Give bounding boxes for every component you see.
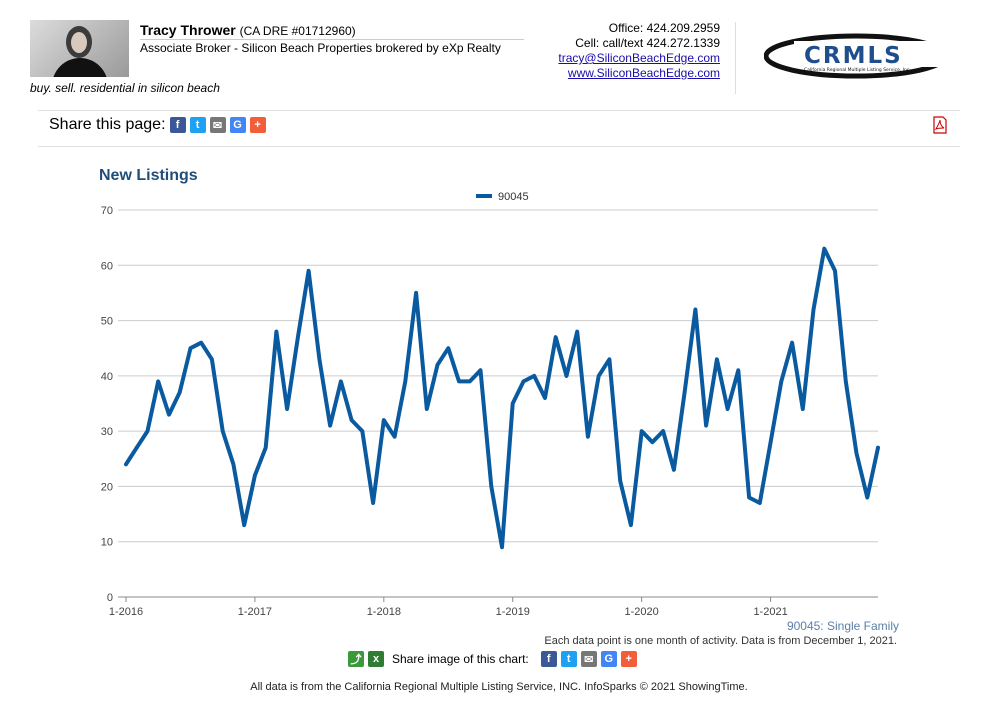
chart-more-share-icon[interactable]: + [620, 651, 637, 667]
agent-title: Associate Broker - Silicon Beach Propert… [140, 41, 501, 55]
chart-twitter-icon[interactable]: t [560, 651, 577, 667]
x-tick-label: 1-2018 [367, 606, 401, 618]
name-divider [140, 39, 524, 40]
footer-text: All data is from the California Regional… [250, 681, 748, 693]
google-icon[interactable]: G [229, 117, 246, 133]
agent-photo-face [71, 32, 87, 53]
chart-facebook-icon[interactable]: f [540, 651, 557, 667]
pdf-icon[interactable] [932, 116, 948, 134]
legend-label: 90045 [498, 191, 529, 203]
share-chart-bar: ⤴ x Share image of this chart: f t ✉ G + [344, 651, 637, 667]
x-tick-label: 1-2021 [753, 606, 787, 618]
y-tick-label: 70 [101, 205, 113, 217]
chart-google-icon[interactable]: G [600, 651, 617, 667]
contact-block: Office: 424.209.2959 Cell: call/text 424… [558, 21, 720, 81]
header-divider [735, 22, 736, 94]
cell-phone: Cell: call/text 424.272.1339 [575, 36, 720, 50]
logo-mask [794, 41, 954, 67]
chart-email-icon[interactable]: ✉ [580, 651, 597, 667]
y-tick-label: 20 [101, 481, 113, 493]
excel-icon[interactable]: x [368, 651, 384, 667]
office-phone: Office: 424.209.2959 [608, 21, 720, 35]
agent-photo-body [52, 58, 108, 77]
y-tick-label: 0 [107, 592, 113, 604]
logo-text: CRMLS [804, 43, 903, 69]
chart-source-label: 90045: Single Family [786, 619, 899, 633]
agent-name: Tracy Thrower [140, 22, 236, 38]
email-icon[interactable]: ✉ [209, 117, 226, 133]
more-share-icon[interactable]: + [249, 117, 266, 133]
agent-license: (CA DRE #01712960) [239, 24, 356, 38]
agent-tagline: buy. sell. residential in silicon beach [30, 81, 220, 95]
agent-name-block: Tracy Thrower (CA DRE #01712960) [140, 22, 356, 38]
y-tick-label: 40 [101, 371, 113, 383]
y-tick-label: 60 [101, 260, 113, 272]
x-tick-label: 1-2020 [625, 606, 659, 618]
divider-bottom [38, 146, 960, 147]
agent-photo [30, 20, 129, 77]
share-icon[interactable]: ⤴ [348, 651, 364, 667]
divider-top [38, 110, 960, 111]
chart-title: New Listings [99, 167, 198, 184]
logo-subtext: California Regional Multiple Listing Ser… [804, 67, 911, 73]
line-chart: 0 10 20 30 40 50 60 70 1-2016 1-2017 1-2018 1-2019… [101, 191, 880, 618]
x-tick-label: 1-2016 [109, 606, 143, 618]
y-tick-label: 10 [101, 537, 113, 549]
email-link[interactable]: tracy@SiliconBeachEdge.com [558, 51, 720, 65]
x-tick-label: 1-2019 [496, 606, 530, 618]
y-tick-label: 50 [101, 316, 113, 328]
facebook-icon[interactable]: f [169, 117, 186, 133]
series-line-90045 [124, 246, 880, 550]
x-tick-label: 1-2017 [238, 606, 272, 618]
share-page-label: Share this page: [49, 116, 166, 133]
website-link[interactable]: www.SiliconBeachEdge.com [567, 66, 720, 80]
chart-note: Each data point is one month of activity… [544, 635, 897, 647]
crmls-logo: CRMLS California Regional Multiple Listi… [764, 33, 954, 79]
share-chart-label: Share image of this chart: [392, 652, 529, 666]
y-tick-label: 30 [101, 426, 113, 438]
twitter-icon[interactable]: t [189, 117, 206, 133]
share-page-bar: Share this page: f t ✉ G + [49, 116, 266, 134]
